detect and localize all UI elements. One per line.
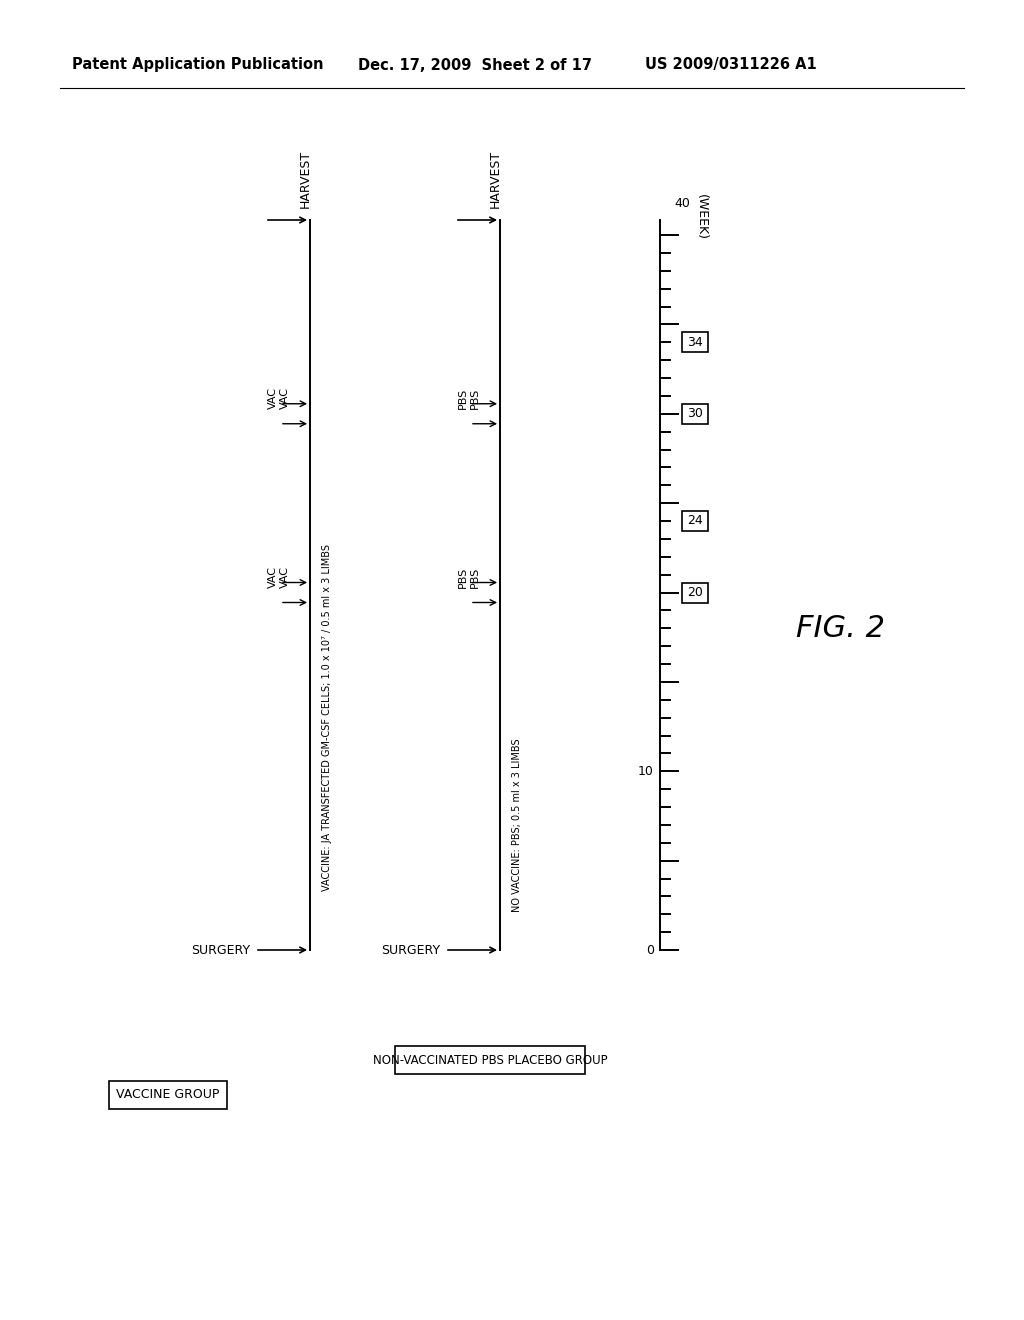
Text: NON-VACCINATED PBS PLACEBO GROUP: NON-VACCINATED PBS PLACEBO GROUP (373, 1053, 607, 1067)
Bar (682, 511, 708, 531)
Text: SURGERY: SURGERY (381, 944, 440, 957)
Bar (109, 1081, 227, 1109)
Text: VAC: VAC (280, 387, 290, 409)
Text: (WEEK): (WEEK) (695, 194, 708, 240)
Text: Dec. 17, 2009  Sheet 2 of 17: Dec. 17, 2009 Sheet 2 of 17 (358, 58, 592, 73)
Bar (682, 582, 708, 602)
Text: HARVEST: HARVEST (488, 150, 502, 209)
Text: HARVEST: HARVEST (299, 150, 311, 209)
Text: NO VACCINE: PBS; 0.5 ml x 3 LIMBS: NO VACCINE: PBS; 0.5 ml x 3 LIMBS (512, 738, 522, 912)
Text: PBS: PBS (458, 566, 468, 587)
Text: SURGERY: SURGERY (190, 944, 250, 957)
Bar (395, 1045, 585, 1074)
Text: 30: 30 (687, 408, 702, 420)
Text: VAC: VAC (268, 387, 278, 409)
Text: PBS: PBS (470, 388, 480, 409)
Text: 0: 0 (646, 944, 654, 957)
Text: PBS: PBS (458, 388, 468, 409)
Text: VACCINE GROUP: VACCINE GROUP (117, 1089, 220, 1101)
Text: VACCINE: JA TRANSFECTED GM-CSF CELLS; 1.0 x 10⁷ / 0.5 ml x 3 LIMBS: VACCINE: JA TRANSFECTED GM-CSF CELLS; 1.… (322, 544, 332, 891)
Text: VAC: VAC (268, 565, 278, 587)
Text: 24: 24 (687, 515, 702, 528)
Text: 10: 10 (638, 764, 654, 777)
Text: US 2009/0311226 A1: US 2009/0311226 A1 (645, 58, 817, 73)
Text: VAC: VAC (280, 565, 290, 587)
Text: 20: 20 (687, 586, 702, 599)
Bar (682, 333, 708, 352)
Bar (682, 404, 708, 424)
Text: FIG. 2: FIG. 2 (796, 614, 885, 643)
Text: PBS: PBS (470, 566, 480, 587)
Text: Patent Application Publication: Patent Application Publication (72, 58, 324, 73)
Text: 40: 40 (674, 197, 690, 210)
Text: 34: 34 (687, 335, 702, 348)
